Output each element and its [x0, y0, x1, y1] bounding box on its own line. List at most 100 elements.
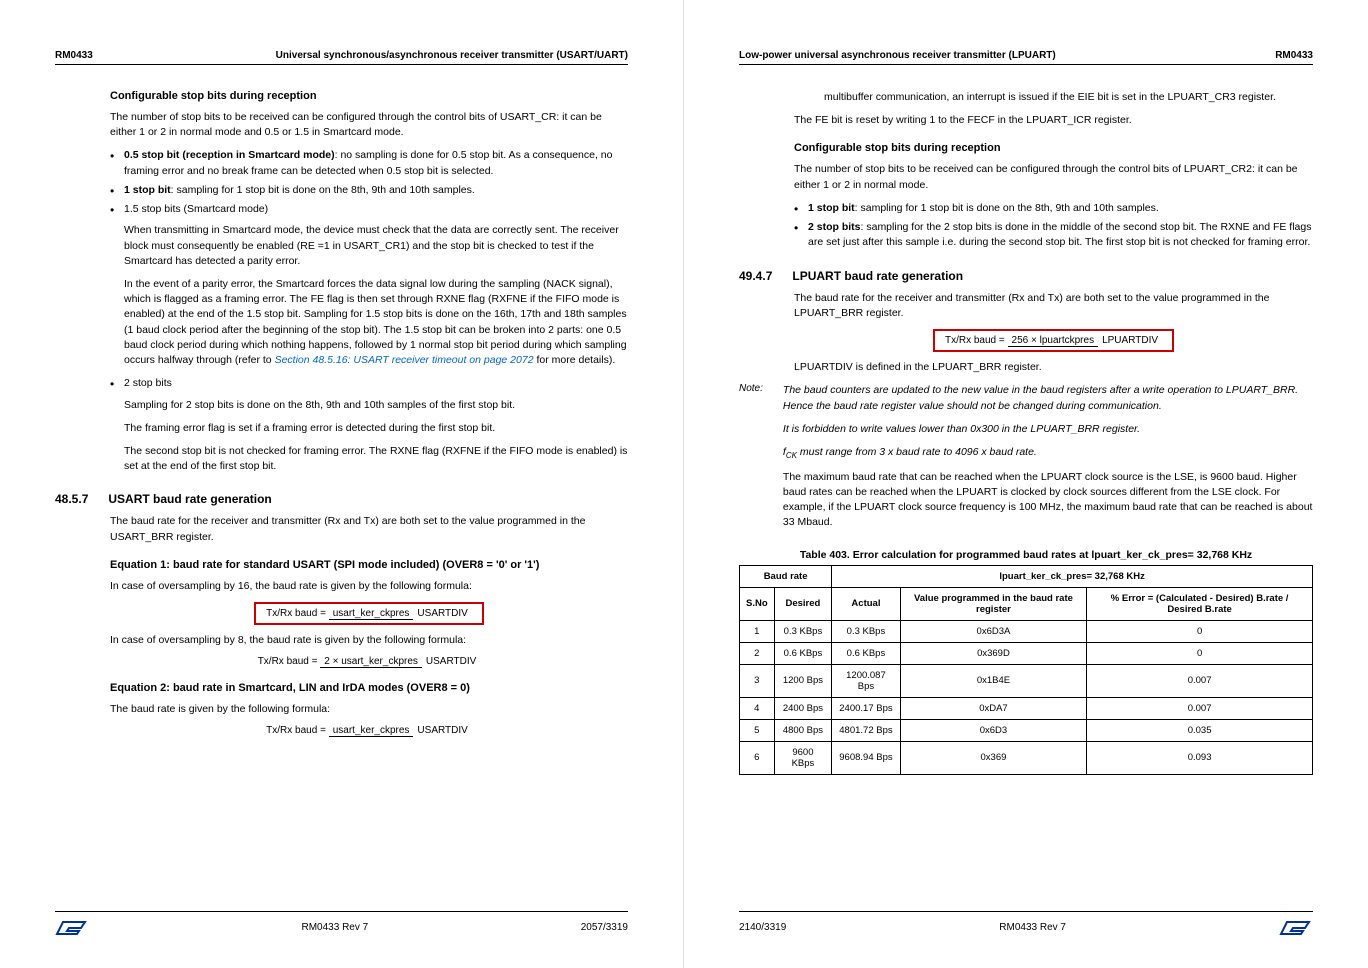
list-item: 2 stop bits: sampling for the 2 stop bit…	[794, 220, 1313, 250]
equation-title: Equation 1: baud rate for standard USART…	[110, 559, 628, 571]
table-cell: 0.007	[1087, 664, 1313, 697]
para: The number of stop bits to be received c…	[110, 110, 628, 140]
table-cell: 9600 KBps	[774, 741, 832, 774]
table-cell: 0.6 KBps	[774, 642, 832, 664]
table-row: 20.6 KBps0.6 KBps0x369D0	[740, 642, 1313, 664]
right-footer: 2140/3319 RM0433 Rev 7	[739, 911, 1313, 938]
note-row: Note: The baud counters are updated to t…	[739, 383, 1313, 538]
table-cell: 0.093	[1087, 741, 1313, 774]
table-title: Table 403. Error calculation for program…	[739, 549, 1313, 561]
table-cell: 0xDA7	[900, 697, 1087, 719]
table-cell: 0.035	[1087, 719, 1313, 741]
redbox: Tx/Rx baud = 256 × lpuartckpresLPUARTDIV	[933, 329, 1174, 352]
left-content: Configurable stop bits during reception …	[110, 90, 628, 474]
list-item: 0.5 stop bit (reception in Smartcard mod…	[110, 148, 628, 178]
footer-rev: RM0433 Rev 7	[302, 922, 369, 933]
right-header: Low-power universal asynchronous receive…	[739, 50, 1313, 65]
th: S.No	[740, 587, 775, 620]
left-header: RM0433 Universal synchronous/asynchronou…	[55, 50, 628, 65]
left-footer: RM0433 Rev 7 2057/3319	[55, 911, 628, 938]
table-cell: 0.3 KBps	[832, 620, 900, 642]
footer-page: 2057/3319	[581, 922, 628, 933]
para: In case of oversampling by 8, the baud r…	[110, 633, 628, 648]
table-row: 69600 KBps9608.94 Bps0x3690.093	[740, 741, 1313, 774]
para: In case of oversampling by 16, the baud …	[110, 579, 628, 594]
table-row: 42400 Bps2400.17 Bps0xDA70.007	[740, 697, 1313, 719]
left-page: RM0433 Universal synchronous/asynchronou…	[0, 0, 684, 968]
note-text: fCK must range from 3 x baud rate to 409…	[783, 445, 1313, 462]
section-title: Configurable stop bits during reception	[794, 142, 1313, 154]
para: The FE bit is reset by writing 1 to the …	[794, 113, 1313, 128]
table-cell: 0.6 KBps	[832, 642, 900, 664]
table-cell: 0x6D3A	[900, 620, 1087, 642]
right-page: Low-power universal asynchronous receive…	[684, 0, 1368, 968]
equation-title: Equation 2: baud rate in Smartcard, LIN …	[110, 682, 628, 694]
table-cell: 1200 Bps	[774, 664, 832, 697]
st-logo	[1279, 917, 1313, 938]
section-number: 48.5.7	[55, 492, 88, 506]
st-logo	[55, 917, 89, 938]
right-content: The baud rate for the receiver and trans…	[794, 291, 1313, 376]
section-title: USART baud rate generation	[108, 492, 271, 506]
table-cell: 3	[740, 664, 775, 697]
list-item: 1.5 stop bits (Smartcard mode) When tran…	[110, 202, 628, 368]
table-cell: 6	[740, 741, 775, 774]
table-cell: 0.007	[1087, 697, 1313, 719]
table-cell: 0x369D	[900, 642, 1087, 664]
section-title: LPUART baud rate generation	[792, 269, 963, 283]
table-cell: 0	[1087, 620, 1313, 642]
th: Desired	[774, 587, 832, 620]
table-cell: 5	[740, 719, 775, 741]
redbox: Tx/Rx baud = usart_ker_ckpresUSARTDIV	[254, 602, 484, 625]
formula: Tx/Rx baud = usart_ker_ckpresUSARTDIV	[110, 725, 628, 736]
table-cell: 2400 Bps	[774, 697, 832, 719]
table-cell: 9608.94 Bps	[832, 741, 900, 774]
th: Value programmed in the baud rate regist…	[900, 587, 1087, 620]
link[interactable]: Section 48.5.16: USART receiver timeout …	[275, 354, 534, 366]
table-cell: 4	[740, 697, 775, 719]
table-cell: 2400.17 Bps	[832, 697, 900, 719]
para: The second stop bit is not checked for f…	[124, 444, 628, 474]
formula: Tx/Rx baud = 256 × lpuartckpresLPUARTDIV	[794, 329, 1313, 352]
th: % Error = (Calculated - Desired) B.rate …	[1087, 587, 1313, 620]
th: lpuart_ker_ck_pres= 32,768 KHz	[832, 565, 1313, 587]
table-cell: 0x6D3	[900, 719, 1087, 741]
footer-rev: RM0433 Rev 7	[999, 922, 1066, 933]
section-heading: 48.5.7 USART baud rate generation	[55, 492, 628, 506]
para: The framing error flag is set if a frami…	[124, 421, 628, 436]
table-row: 31200 Bps1200.087 Bps0x1B4E0.007	[740, 664, 1313, 697]
section-title: Configurable stop bits during reception	[110, 90, 628, 102]
table-cell: 1200.087 Bps	[832, 664, 900, 697]
section-number: 49.4.7	[739, 269, 772, 283]
th: Actual	[832, 587, 900, 620]
note-label: Note:	[739, 383, 763, 538]
table-cell: 4801.72 Bps	[832, 719, 900, 741]
list-item: 1 stop bit: sampling for 1 stop bit is d…	[794, 201, 1313, 216]
table-cell: 0x1B4E	[900, 664, 1087, 697]
table-cell: 1	[740, 620, 775, 642]
para: The baud rate for the receiver and trans…	[110, 514, 628, 544]
para: In the event of a parity error, the Smar…	[124, 277, 628, 368]
formula: Tx/Rx baud = usart_ker_ckpresUSARTDIV	[110, 602, 628, 625]
table-row: 10.3 KBps0.3 KBps0x6D3A0	[740, 620, 1313, 642]
table-cell: 4800 Bps	[774, 719, 832, 741]
para: multibuffer communication, an interrupt …	[824, 90, 1313, 105]
list-item: 2 stop bits Sampling for 2 stop bits is …	[110, 376, 628, 474]
table-wrap: Baud rate lpuart_ker_ck_pres= 32,768 KHz…	[739, 565, 1313, 775]
para: The baud rate is given by the following …	[110, 702, 628, 717]
table-row: 54800 Bps4801.72 Bps0x6D30.035	[740, 719, 1313, 741]
right-top: multibuffer communication, an interrupt …	[794, 90, 1313, 251]
para: The baud rate for the receiver and trans…	[794, 291, 1313, 321]
table-cell: 0x369	[900, 741, 1087, 774]
list-item: 1 stop bit: sampling for 1 stop bit is d…	[110, 183, 628, 198]
para: Sampling for 2 stop bits is done on the …	[124, 398, 628, 413]
para: When transmitting in Smartcard mode, the…	[124, 223, 628, 269]
header-code: RM0433	[55, 50, 93, 61]
header-code: RM0433	[1275, 50, 1313, 61]
left-content-2: The baud rate for the receiver and trans…	[110, 514, 628, 736]
baud-table: Baud rate lpuart_ker_ck_pres= 32,768 KHz…	[739, 565, 1313, 775]
th: Baud rate	[740, 565, 832, 587]
para: The maximum baud rate that can be reache…	[783, 470, 1313, 531]
table-cell: 2	[740, 642, 775, 664]
header-title: Low-power universal asynchronous receive…	[739, 50, 1056, 61]
